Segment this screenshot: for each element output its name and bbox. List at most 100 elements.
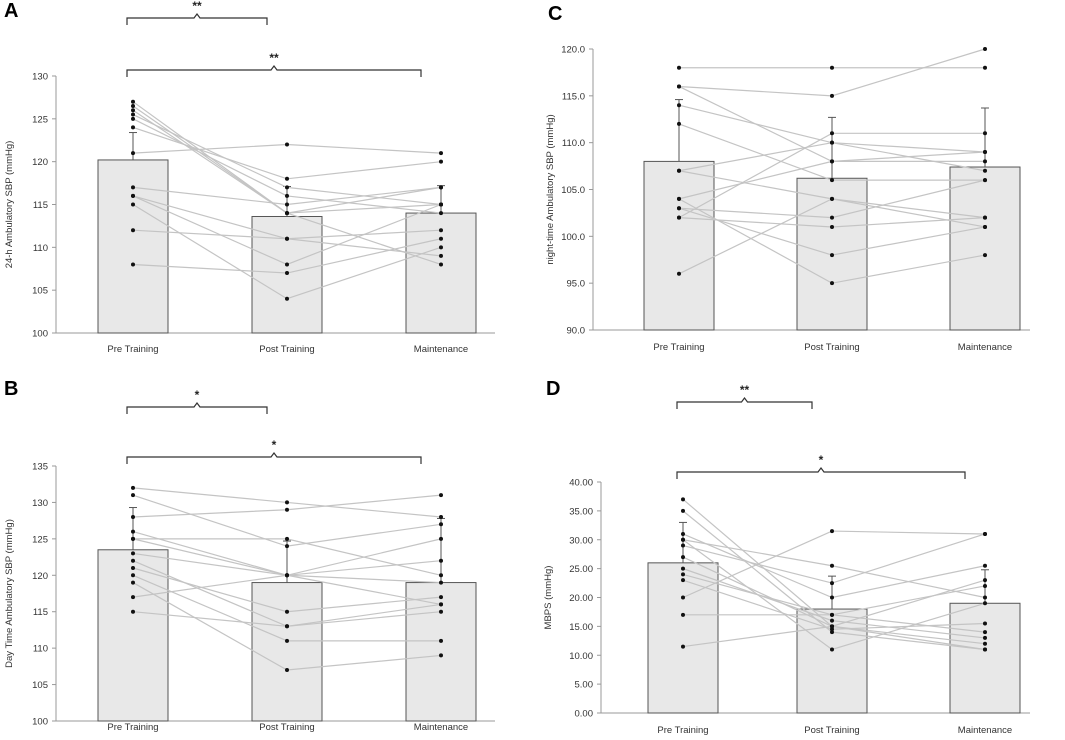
subject-point	[830, 529, 834, 534]
subject-point	[983, 47, 987, 51]
subject-point	[983, 641, 987, 646]
significance-bracket	[126, 452, 422, 464]
subject-point	[285, 544, 289, 549]
y-tick-label: 130	[32, 72, 48, 83]
y-tick-label: 120	[32, 571, 48, 582]
subject-point	[285, 211, 289, 216]
subject-point	[131, 515, 135, 519]
subject-point	[285, 236, 289, 241]
panel-label-b: B	[4, 378, 19, 400]
subject-point	[681, 566, 685, 571]
y-tick-label: 120	[32, 157, 48, 168]
y-tick-label: 0.00	[575, 709, 594, 720]
subject-point	[131, 573, 135, 578]
significance-bracket	[126, 13, 268, 25]
subject-point	[983, 168, 987, 173]
subject-point	[983, 635, 987, 640]
subject-point	[830, 627, 834, 632]
significance-label: **	[192, 0, 202, 13]
subject-point	[285, 668, 289, 672]
subject-point	[677, 121, 681, 126]
subject-point	[983, 215, 987, 220]
subject-point	[131, 529, 135, 534]
subject-point	[681, 572, 685, 577]
subject-point	[439, 653, 443, 658]
y-tick-label: 100	[32, 329, 48, 340]
subject-point	[285, 609, 289, 614]
subject-point	[131, 551, 135, 556]
significance-bracket	[126, 402, 268, 414]
x-category-label: Maintenance	[958, 342, 1012, 353]
x-category-label: Post Training	[804, 342, 859, 353]
y-tick-label: 115.0	[562, 91, 585, 102]
subject-point	[681, 644, 685, 649]
y-axis-title: 24-h Ambulatory SBP (mmHg)	[4, 141, 15, 269]
subject-point	[439, 202, 443, 207]
subject-point	[131, 595, 135, 600]
x-category-label: Maintenance	[414, 344, 468, 355]
y-tick-label: 35.00	[569, 506, 593, 517]
subject-point	[983, 150, 987, 155]
subject-line	[132, 494, 442, 518]
subject-point	[285, 142, 289, 147]
subject-point	[285, 262, 289, 267]
significance-label: *	[272, 438, 277, 452]
subject-point	[285, 507, 289, 512]
x-category-label: Pre Training	[653, 342, 704, 353]
y-tick-label: 110	[33, 243, 48, 254]
y-tick-label: 120.0	[561, 45, 585, 56]
bar-mean	[251, 582, 323, 722]
subject-point	[131, 558, 135, 563]
subject-point	[131, 125, 135, 130]
significance-label: *	[819, 453, 824, 467]
subject-point	[439, 253, 443, 258]
subject-point	[983, 595, 987, 600]
y-tick-label: 130	[32, 498, 48, 509]
subject-point	[830, 196, 834, 201]
subject-point	[131, 493, 135, 498]
y-tick-label: 5.00	[575, 680, 594, 691]
y-tick-label: 105	[32, 286, 48, 297]
subject-point	[439, 493, 443, 498]
subject-point	[131, 566, 135, 570]
y-tick-label: 115	[33, 607, 48, 618]
subject-point	[439, 558, 443, 563]
subject-point	[681, 508, 685, 513]
y-tick-label: 110	[33, 644, 48, 655]
subject-point	[439, 228, 443, 233]
subject-point	[131, 99, 135, 104]
bar-mean	[949, 602, 1021, 714]
x-category-label: Maintenance	[958, 725, 1012, 736]
subject-point	[285, 296, 289, 301]
significance-bracket	[676, 397, 813, 409]
y-tick-label: 100.0	[561, 232, 585, 243]
subject-point	[131, 116, 135, 121]
subject-point	[439, 580, 443, 585]
y-axis-title: night-time Ambulatory SBP (mmHg)	[545, 114, 556, 264]
subject-point	[830, 215, 834, 220]
x-category-label: Post Training	[259, 722, 314, 733]
subject-point	[285, 185, 289, 190]
x-category-label: Maintenance	[414, 722, 468, 733]
subject-point	[830, 131, 834, 136]
panel-label-c: C	[548, 3, 563, 25]
subject-point	[983, 563, 987, 568]
subject-point	[131, 103, 135, 108]
subject-point	[285, 573, 289, 578]
x-category-label: Pre Training	[107, 722, 158, 733]
x-category-label: Post Training	[804, 725, 859, 736]
subject-point	[439, 638, 443, 643]
subject-point	[131, 112, 135, 117]
y-tick-label: 115	[33, 200, 48, 211]
subject-point	[285, 536, 289, 541]
subject-point	[439, 211, 443, 216]
y-axis-title: Day Time Ambulatory SBP (mmHg)	[4, 519, 15, 668]
subject-point	[983, 253, 987, 258]
subject-point	[681, 578, 685, 583]
subject-point	[830, 630, 834, 635]
subject-point	[983, 583, 987, 588]
subject-point	[830, 140, 834, 145]
subject-point	[830, 581, 834, 586]
subject-point	[830, 612, 834, 617]
subject-point	[983, 621, 987, 626]
